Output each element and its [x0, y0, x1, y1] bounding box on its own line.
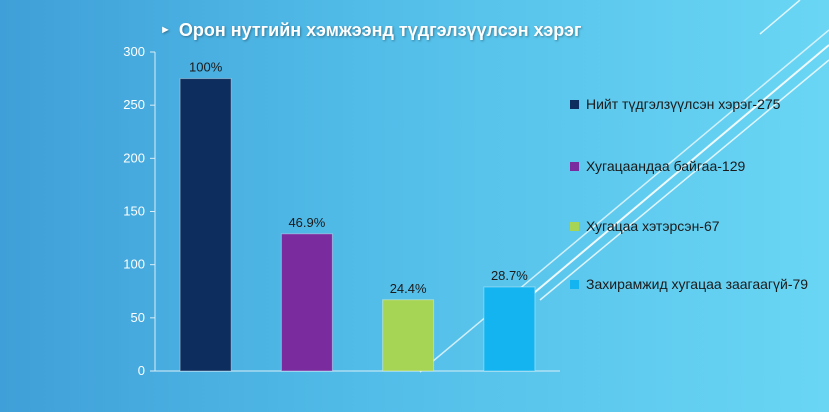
chart-title-text: Орон нутгийн хэмжээнд түдгэлзүүлсэн хэрэ…: [178, 19, 582, 40]
legend-item: Хугацаа хэтэрсэн-67: [570, 218, 811, 235]
legend-label: Нийт түдгэлзүүлсэн хэрэг-275: [586, 96, 781, 112]
y-tick-label: 150: [123, 204, 145, 219]
legend-swatch: [570, 100, 579, 109]
legend-swatch: [570, 280, 579, 289]
y-tick-label: 100: [123, 257, 145, 272]
data-label: 100%: [189, 60, 223, 75]
legend-label: Захирамжид хугацаа заагаагүй-79: [586, 276, 809, 292]
y-tick-label: 0: [138, 363, 145, 378]
bar: [179, 78, 232, 372]
legend-swatch: [570, 162, 579, 171]
legend-swatch: [570, 222, 579, 231]
y-tick-label: 200: [123, 150, 145, 165]
legend-label: Хугацаандаа байгаа-129: [586, 158, 746, 174]
y-tick-label: 300: [123, 44, 145, 59]
data-label: 28.7%: [491, 268, 528, 283]
y-tick-label: 250: [123, 97, 145, 112]
legend-label: Хугацаа хэтэрсэн-67: [586, 218, 720, 234]
data-label: 24.4%: [390, 281, 427, 296]
legend-item: Захирамжид хугацаа заагаагүй-79: [570, 276, 811, 293]
legend-item: Хугацаандаа байгаа-129: [570, 158, 811, 175]
bar: [280, 233, 333, 372]
y-tick-label: 50: [131, 310, 145, 325]
bar: [483, 286, 536, 372]
data-label: 46.9%: [288, 215, 325, 230]
triangle-right-icon: ►: [160, 24, 171, 36]
legend-item: Нийт түдгэлзүүлсэн хэрэг-275: [570, 96, 811, 113]
chart-title: ► Орон нутгийн хэмжээнд түдгэлзүүлсэн хэ…: [160, 14, 581, 46]
bar: [382, 299, 435, 372]
